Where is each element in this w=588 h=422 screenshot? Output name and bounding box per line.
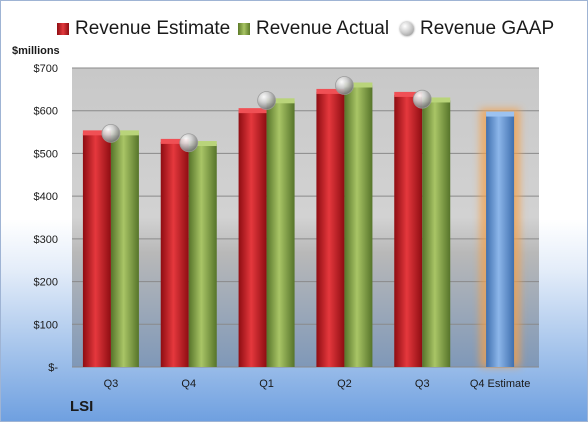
- x-tick-label: Q4: [181, 378, 196, 390]
- y-tick-label: $700: [34, 63, 58, 75]
- x-tick-label: Q1: [259, 378, 274, 390]
- plot-area: [72, 68, 539, 367]
- legend-swatch-revenue-gaap: [400, 22, 414, 36]
- bar-revenue-actual: [266, 101, 295, 368]
- bar-revenue-estimate: [316, 91, 345, 368]
- bar-top-revenue-actual: [266, 98, 295, 104]
- x-tick-label: Q3: [415, 378, 430, 390]
- bar-revenue-estimate: [238, 111, 267, 368]
- y-tick-label: $200: [34, 277, 58, 289]
- bar-top-revenue-estimate: [394, 91, 423, 97]
- y-axis: $- $100 $200 $300 $400 $500 $600 $700: [34, 63, 59, 374]
- bar-revenue-actual: [110, 133, 139, 367]
- marker-revenue-gaap: [179, 133, 199, 153]
- bars: [82, 76, 521, 368]
- bar-revenue-estimate: [82, 133, 111, 367]
- bar-revenue-estimate: [394, 94, 423, 367]
- legend-label-revenue-estimate: Revenue Estimate: [75, 18, 231, 39]
- legend-item-revenue-estimate: Revenue Estimate: [57, 16, 230, 42]
- bar-top-revenue-actual: [344, 82, 373, 88]
- legend-swatch-revenue-estimate: [57, 23, 69, 35]
- legend: Revenue Estimate Revenue Actual Revenue …: [0, 16, 588, 42]
- bar-top-revenue-actual: [110, 130, 139, 136]
- y-tick-label: $-: [48, 362, 58, 374]
- y-tick-label: $400: [34, 191, 58, 203]
- bar-top-revenue-estimate: [316, 88, 345, 94]
- marker-revenue-gaap: [412, 89, 432, 109]
- bar-revenue-actual: [422, 100, 451, 367]
- y-axis-unit-label: $millions: [12, 45, 60, 57]
- bar-top-revenue-actual: [422, 97, 451, 103]
- y-tick-label: $300: [34, 234, 58, 246]
- bar-revenue-actual: [188, 144, 217, 367]
- legend-item-revenue-actual: Revenue Actual: [238, 16, 389, 42]
- x-tick-label: Q2: [337, 378, 352, 390]
- bar-top-revenue-estimate: [82, 130, 111, 136]
- x-axis: Q3 Q4 Q1 Q2 Q3 Q4 Estimate: [104, 378, 531, 390]
- x-tick-label: Q3: [104, 378, 119, 390]
- bar-top-revenue-actual: [188, 141, 217, 147]
- bar-top-revenue-estimate: [238, 108, 267, 114]
- bar-top-q4-estimate: [486, 111, 515, 117]
- company-label: LSI: [70, 398, 94, 415]
- bar-q4-estimate: [486, 114, 515, 368]
- grid-lines: [72, 67, 539, 368]
- legend-item-revenue-gaap: Revenue GAAP: [400, 16, 554, 42]
- y-tick-label: $500: [34, 148, 58, 160]
- legend-swatch-revenue-actual: [238, 23, 250, 35]
- marker-revenue-gaap: [335, 76, 354, 95]
- y-tick-label: $600: [34, 106, 58, 118]
- bar-top-revenue-estimate: [160, 138, 189, 144]
- marker-revenue-gaap: [257, 91, 276, 110]
- legend-label-revenue-actual: Revenue Actual: [256, 18, 390, 39]
- y-tick-label: $100: [34, 319, 58, 331]
- bar-revenue-estimate: [160, 141, 189, 367]
- marker-revenue-gaap: [101, 123, 121, 143]
- x-tick-label: Q4 Estimate: [470, 378, 531, 390]
- bar-revenue-actual: [344, 85, 373, 368]
- legend-label-revenue-gaap: Revenue GAAP: [420, 18, 555, 39]
